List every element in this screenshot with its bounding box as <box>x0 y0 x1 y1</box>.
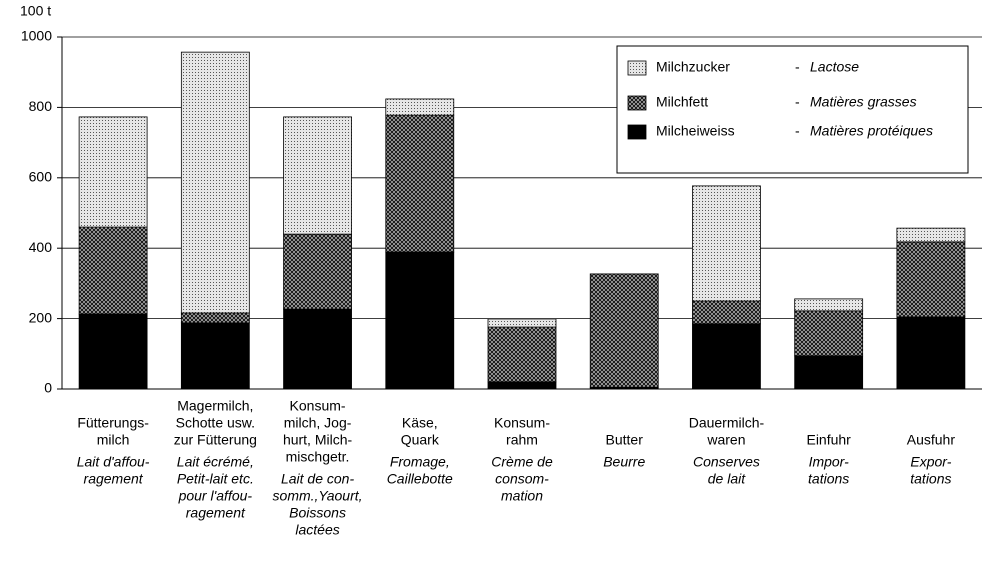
legend-box <box>616 45 969 174</box>
y-tick-label: 600 <box>29 169 53 185</box>
legend-swatch <box>627 60 647 76</box>
x-tick-label: rahm <box>506 432 538 448</box>
bar-segment <box>78 226 148 315</box>
x-tick-label: mischgetr. <box>286 449 350 465</box>
x-tick-label-fr: Boissons <box>289 505 346 521</box>
x-tick-label: Butter <box>606 432 644 448</box>
y-unit: 100 t <box>20 3 51 19</box>
legend-label: Milchzucker <box>656 59 730 75</box>
bar-segment <box>78 313 148 390</box>
x-tick-label: zur Fütterung <box>174 432 257 448</box>
x-tick-label-fr: somm.,Yaourt, <box>273 488 363 504</box>
legend-label-fr: Matières grasses <box>810 94 917 110</box>
x-tick-label: hurt, Milch- <box>283 432 353 448</box>
x-tick-label-fr: Beurre <box>603 454 645 470</box>
x-tick-label-fr: pour l'affou- <box>178 488 253 504</box>
x-tick-label-fr: Expor- <box>910 454 951 470</box>
x-tick-label-fr: Lait d'affou- <box>77 454 150 470</box>
bar-segment <box>180 51 250 314</box>
x-tick-label: Fütterungs- <box>77 415 149 431</box>
x-tick-label-fr: Conserves <box>693 454 760 470</box>
bar-segment <box>283 308 352 390</box>
legend-label: Milcheiweiss <box>656 123 735 139</box>
bar-segment <box>180 312 250 324</box>
bar-segment <box>385 98 455 116</box>
bar-segment <box>385 114 455 253</box>
bar-segment <box>896 241 966 318</box>
bar-segment <box>692 300 761 325</box>
legend-swatch <box>627 95 647 111</box>
x-tick-label-fr: Petit-lait etc. <box>177 471 254 487</box>
x-tick-label-fr: Fromage, <box>390 454 450 470</box>
bar-segment <box>589 273 659 388</box>
x-tick-label-fr: Lait écrémé, <box>177 454 254 470</box>
x-tick-label: Käse, <box>402 415 438 431</box>
bar-segment <box>180 322 250 390</box>
x-tick-label: milch, Jog- <box>284 415 352 431</box>
x-tick-label: milch <box>97 432 130 448</box>
x-tick-label: Ausfuhr <box>907 432 956 448</box>
x-tick-label: Dauermilch- <box>689 415 765 431</box>
legend-label-fr: Lactose <box>810 59 859 75</box>
legend-swatch <box>627 124 647 140</box>
bar-segment <box>794 298 864 312</box>
x-tick-label-fr: Crème de <box>491 454 553 470</box>
x-tick-label-fr: consom- <box>495 471 549 487</box>
x-tick-label-fr: Caillebotte <box>387 471 453 487</box>
legend-label-fr: Matières protéiques <box>810 123 933 139</box>
x-tick-label-fr: ragement <box>186 505 246 521</box>
y-tick-label: 400 <box>29 239 53 255</box>
y-tick-label: 0 <box>44 380 52 396</box>
bar-segment <box>487 318 557 328</box>
bar-segment <box>487 326 557 383</box>
bar-segment <box>283 233 352 310</box>
x-tick-label-fr: Impor- <box>809 454 850 470</box>
x-tick-label-fr: tations <box>910 471 951 487</box>
bar-segment <box>794 310 864 357</box>
x-tick-label: Einfuhr <box>806 432 851 448</box>
x-tick-label: Konsum- <box>290 398 346 414</box>
bar-segment <box>692 323 761 390</box>
x-tick-label: Magermilch, <box>177 398 253 414</box>
legend-label: Milchfett <box>656 94 708 110</box>
bar-segment <box>794 355 864 390</box>
x-tick-label: Quark <box>401 432 440 448</box>
x-tick-label-fr: de lait <box>708 471 746 487</box>
x-tick-label-fr: Lait de con- <box>281 471 354 487</box>
x-tick-label-fr: ragement <box>84 471 144 487</box>
y-tick-label: 800 <box>29 98 53 114</box>
y-tick-label: 200 <box>29 309 53 325</box>
x-tick-label: waren <box>706 432 745 448</box>
legend-separator: - <box>795 59 800 75</box>
x-tick-label-fr: tations <box>808 471 849 487</box>
bar-segment <box>692 185 761 302</box>
x-tick-label-fr: mation <box>501 488 543 504</box>
y-tick-label: 1000 <box>21 28 52 44</box>
bar-segment <box>385 251 455 390</box>
legend-separator: - <box>795 94 800 110</box>
x-tick-label: Konsum- <box>494 415 550 431</box>
legend-separator: - <box>795 123 800 139</box>
bar-segment <box>78 116 148 228</box>
bar-segment <box>896 227 966 243</box>
bar-segment <box>896 316 966 390</box>
bar-segment <box>487 381 557 390</box>
x-tick-label-fr: lactées <box>295 522 339 538</box>
x-tick-label: Schotte usw. <box>176 415 255 431</box>
bar-segment <box>283 116 352 235</box>
